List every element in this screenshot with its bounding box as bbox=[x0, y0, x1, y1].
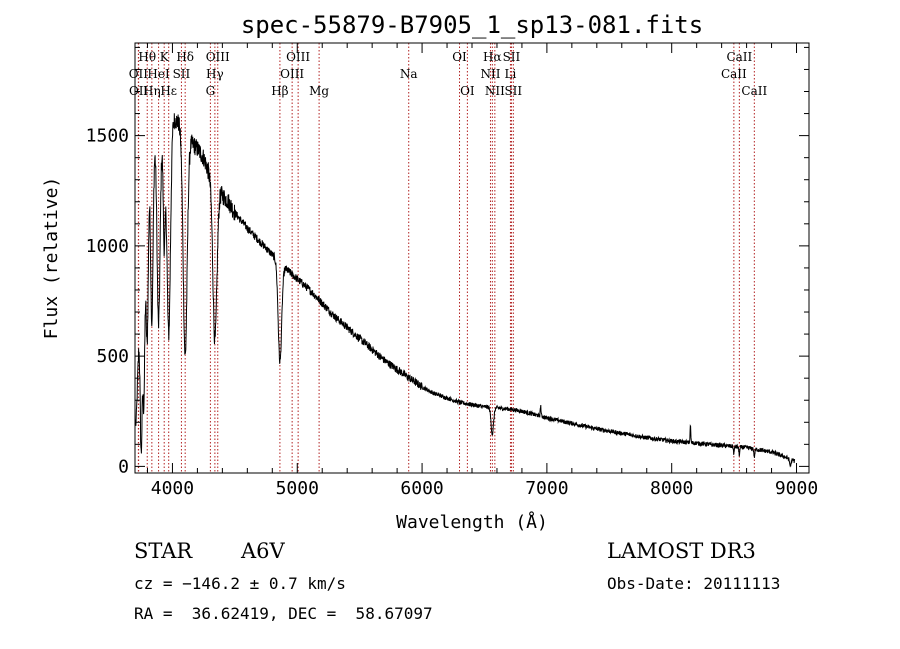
line-marker-label: CaII bbox=[721, 67, 747, 81]
x-axis-label: Wavelength (Å) bbox=[396, 511, 548, 533]
axis-ticks bbox=[135, 43, 809, 473]
line-marker-label: OIII bbox=[286, 50, 310, 64]
line-marker-label: Hδ bbox=[176, 50, 194, 64]
line-marker-label: Mg bbox=[309, 84, 329, 98]
object-subclass: A6V bbox=[241, 539, 285, 563]
line-marker-label: OI bbox=[452, 50, 467, 64]
line-marker-label: HeI bbox=[147, 67, 170, 81]
line-marker-label: Hε bbox=[160, 84, 177, 98]
line-marker-label: SII bbox=[173, 67, 191, 81]
x-tick-label: 7000 bbox=[525, 478, 568, 499]
line-marker-label: SII bbox=[503, 50, 521, 64]
obs-date: Obs-Date: 20111113 bbox=[607, 574, 781, 593]
x-tick-label: 9000 bbox=[775, 478, 818, 499]
line-marker-label: Hβ bbox=[271, 84, 288, 98]
line-marker-label: Li bbox=[505, 67, 517, 81]
line-marker-label: OII bbox=[129, 84, 149, 98]
line-marker-label: Hγ bbox=[206, 67, 224, 81]
y-tick-label: 1000 bbox=[86, 236, 129, 257]
line-marker-label: OIII bbox=[206, 50, 230, 64]
coordinates: RA = 36.62419, DEC = 58.67097 bbox=[134, 604, 433, 623]
line-marker-label: NII bbox=[480, 67, 500, 81]
redshift-text: cz = −146.2 ± 0.7 km/s bbox=[134, 574, 346, 593]
line-marker-label: Na bbox=[400, 67, 418, 81]
line-marker-label: OIII bbox=[280, 67, 304, 81]
line-marker-label: OII bbox=[129, 67, 149, 81]
line-marker-label: Hη bbox=[143, 84, 161, 98]
y-axis-label: Flux (relative) bbox=[41, 177, 62, 340]
x-tick-label: 5000 bbox=[276, 478, 319, 499]
x-tick-label: 8000 bbox=[650, 478, 693, 499]
line-markers bbox=[137, 43, 755, 473]
y-tick-label: 500 bbox=[96, 346, 129, 367]
line-marker-label: NII bbox=[485, 84, 505, 98]
x-tick-label: 6000 bbox=[400, 478, 443, 499]
x-tick-label: 4000 bbox=[151, 478, 194, 499]
spectrum-line bbox=[135, 113, 796, 468]
survey-name: LAMOST DR3 bbox=[607, 539, 756, 563]
y-tick-label: 0 bbox=[118, 456, 129, 477]
tick-labels: 4000 5000 6000 7000 8000 9000 0 500 1000 1500 bbox=[86, 126, 819, 499]
y-tick-label: 1500 bbox=[86, 126, 129, 147]
object-class: STAR bbox=[134, 539, 193, 563]
chart-title: spec-55879-B7905_1_sp13-081.fits bbox=[241, 11, 703, 39]
line-marker-label: SII bbox=[504, 84, 522, 98]
line-marker-label: G bbox=[206, 84, 216, 98]
line-marker-label: CaII bbox=[726, 50, 752, 64]
line-marker-label: K bbox=[160, 50, 170, 64]
line-marker-label: CaII bbox=[741, 84, 767, 98]
line-marker-label: Hθ bbox=[138, 50, 156, 64]
line-marker-label: Hα bbox=[483, 50, 502, 64]
plot-frame bbox=[134, 42, 810, 474]
line-marker-label: OI bbox=[460, 84, 475, 98]
